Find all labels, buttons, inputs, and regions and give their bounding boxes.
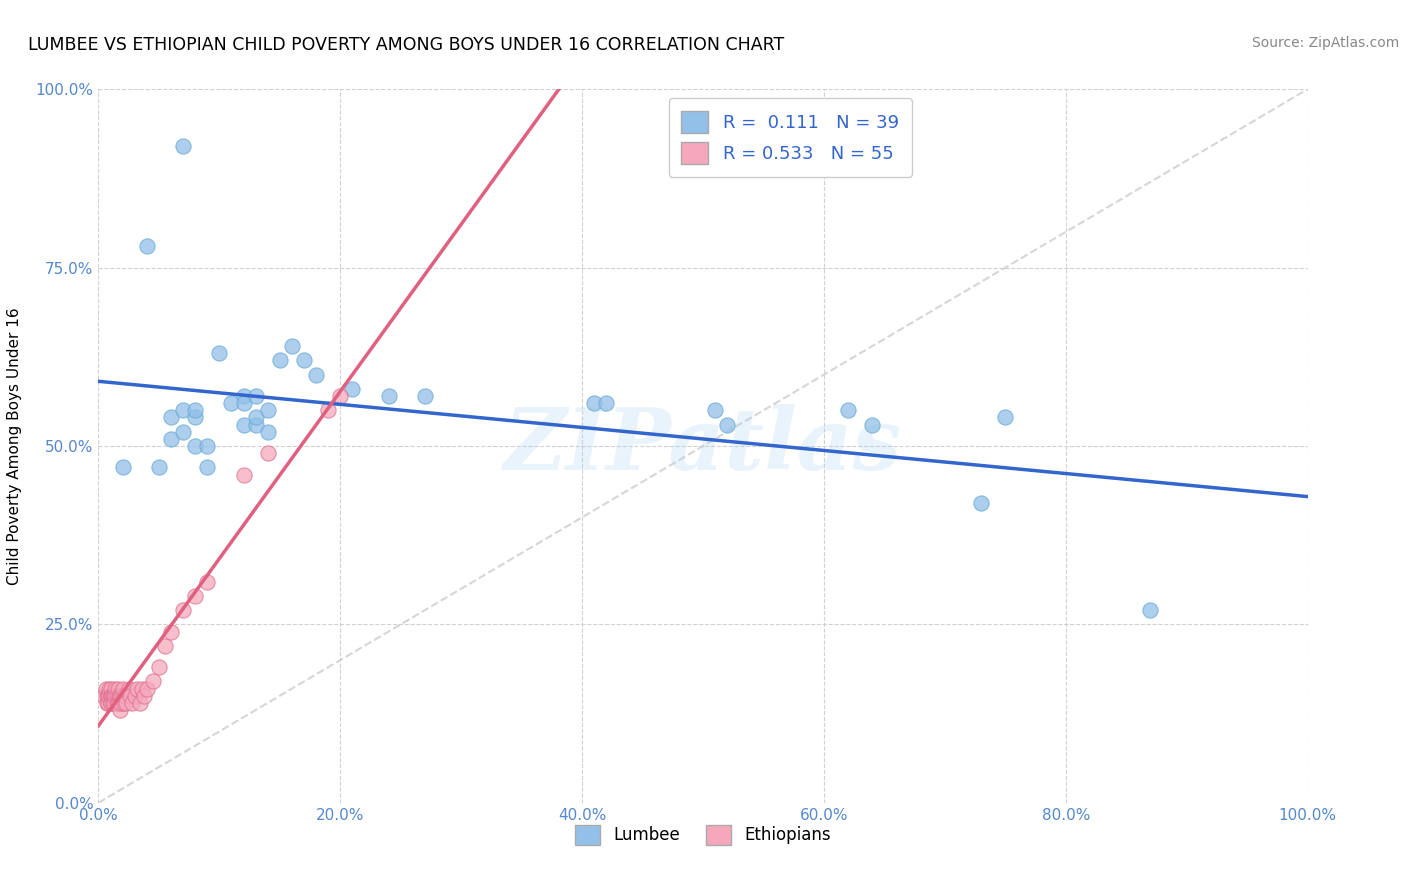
- Point: [100, 689, 122, 703]
- Point: [93, 689, 115, 703]
- Point: [127, 681, 149, 696]
- Point: [134, 689, 156, 703]
- Point: [256, 403, 278, 417]
- Point: [124, 689, 146, 703]
- Text: LUMBEE VS ETHIOPIAN CHILD POVERTY AMONG BOYS UNDER 16 CORRELATION CHART: LUMBEE VS ETHIOPIAN CHILD POVERTY AMONG …: [28, 36, 785, 54]
- Point: [413, 389, 436, 403]
- Point: [970, 496, 993, 510]
- Point: [232, 389, 254, 403]
- Point: [172, 603, 194, 617]
- Point: [128, 696, 150, 710]
- Point: [94, 681, 117, 696]
- Point: [245, 410, 267, 425]
- Point: [716, 417, 738, 432]
- Point: [96, 689, 118, 703]
- Point: [131, 681, 153, 696]
- Point: [100, 696, 122, 710]
- Point: [115, 696, 138, 710]
- Point: [245, 417, 267, 432]
- Point: [135, 681, 157, 696]
- Point: [184, 439, 207, 453]
- Point: [208, 346, 231, 360]
- Point: [111, 689, 134, 703]
- Point: [221, 396, 243, 410]
- Point: [195, 460, 218, 475]
- Point: [269, 353, 291, 368]
- Point: [148, 460, 170, 475]
- Point: [160, 432, 183, 446]
- Point: [342, 382, 364, 396]
- Point: [232, 417, 254, 432]
- Point: [232, 467, 254, 482]
- Point: [103, 689, 125, 703]
- Point: [100, 689, 122, 703]
- Point: [232, 396, 254, 410]
- Point: [316, 403, 339, 417]
- Point: [121, 696, 143, 710]
- Point: [135, 239, 157, 253]
- Point: [98, 689, 121, 703]
- Point: [98, 681, 121, 696]
- Point: [107, 681, 129, 696]
- Point: [329, 389, 352, 403]
- Point: [595, 396, 617, 410]
- Point: [104, 681, 127, 696]
- Point: [97, 696, 120, 710]
- Point: [100, 696, 122, 710]
- Point: [103, 696, 125, 710]
- Point: [108, 689, 131, 703]
- Point: [305, 368, 328, 382]
- Point: [108, 689, 131, 703]
- Point: [195, 439, 218, 453]
- Point: [107, 696, 129, 710]
- Point: [1139, 603, 1161, 617]
- Point: [160, 624, 183, 639]
- Point: [148, 660, 170, 674]
- Point: [292, 353, 315, 368]
- Point: [153, 639, 176, 653]
- Point: [184, 403, 207, 417]
- Point: [108, 696, 131, 710]
- Y-axis label: Child Poverty Among Boys Under 16: Child Poverty Among Boys Under 16: [7, 307, 21, 585]
- Point: [97, 689, 120, 703]
- Point: [100, 681, 122, 696]
- Point: [195, 574, 218, 589]
- Legend: Lumbee, Ethiopians: Lumbee, Ethiopians: [569, 818, 837, 852]
- Point: [118, 689, 141, 703]
- Point: [118, 681, 141, 696]
- Point: [108, 703, 131, 717]
- Point: [837, 403, 859, 417]
- Point: [160, 410, 183, 425]
- Point: [110, 689, 132, 703]
- Point: [172, 139, 194, 153]
- Point: [184, 410, 207, 425]
- Text: Source: ZipAtlas.com: Source: ZipAtlas.com: [1251, 36, 1399, 50]
- Text: ZIPatlas: ZIPatlas: [503, 404, 903, 488]
- Point: [101, 689, 124, 703]
- Point: [100, 689, 122, 703]
- Point: [104, 689, 127, 703]
- Point: [172, 403, 194, 417]
- Point: [172, 425, 194, 439]
- Point: [860, 417, 883, 432]
- Point: [377, 389, 399, 403]
- Point: [111, 681, 134, 696]
- Point: [112, 696, 135, 710]
- Point: [105, 689, 128, 703]
- Point: [256, 446, 278, 460]
- Point: [704, 403, 727, 417]
- Point: [583, 396, 606, 410]
- Point: [256, 425, 278, 439]
- Point: [281, 339, 304, 353]
- Point: [114, 689, 136, 703]
- Point: [96, 696, 118, 710]
- Point: [101, 696, 124, 710]
- Point: [111, 460, 134, 475]
- Point: [110, 696, 132, 710]
- Point: [142, 674, 165, 689]
- Point: [184, 589, 207, 603]
- Point: [105, 696, 128, 710]
- Point: [245, 389, 267, 403]
- Point: [994, 410, 1017, 425]
